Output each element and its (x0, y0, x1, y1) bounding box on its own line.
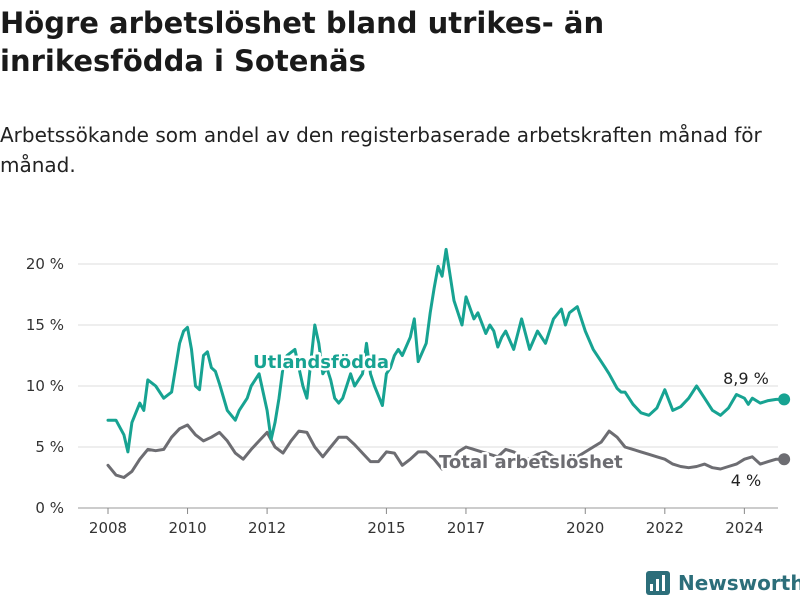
x-tick-label: 2008 (89, 519, 127, 537)
end-label-utlandsfodda: 8,9 % (723, 369, 769, 388)
y-tick-label: 20 % (26, 255, 64, 273)
brand-name: Newsworthy (678, 571, 800, 595)
endpoint-utlandsfodda (778, 393, 791, 406)
x-axis: 2008 2010 2012 2015 2017 2020 2022 2024 (89, 508, 763, 537)
series-label-utlandsfodda-halo: Utlandsfödda (253, 352, 389, 373)
series-line-utlandsfodda (106, 247, 786, 454)
x-tick-label: 2010 (168, 519, 206, 537)
series-layer (106, 247, 791, 479)
series-line-total (106, 423, 786, 479)
end-label-total: 4 % (731, 471, 761, 490)
x-tick-label: 2015 (367, 519, 405, 537)
series-label-total-halo: Total arbetslöshet (439, 452, 623, 473)
x-tick-label: 2022 (646, 519, 684, 537)
grid-lines (78, 263, 778, 509)
x-tick-label: 2012 (248, 519, 286, 537)
x-tick-label: 2020 (566, 519, 604, 537)
y-tick-label: 5 % (35, 438, 64, 456)
y-axis: 0 % 5 % 10 % 15 % 20 % (26, 255, 64, 517)
series-label-total: Total arbetslöshet (439, 452, 623, 473)
x-tick-label: 2024 (725, 519, 763, 537)
endpoint-total (778, 453, 791, 466)
y-tick-label: 10 % (26, 377, 64, 395)
chart-subtitle: Arbetssökande som andel av den registerb… (0, 123, 762, 177)
series-label-utlandsfodda: Utlandsfödda (253, 352, 389, 373)
y-tick-label: 0 % (35, 499, 64, 517)
y-tick-label: 15 % (26, 316, 64, 334)
brand-logo[interactable]: Newsworthy (646, 568, 800, 598)
newsworthy-logo-icon (646, 571, 670, 595)
chart-title: Högre arbetslöshet bland utrikes- än inr… (0, 6, 605, 78)
x-tick-label: 2017 (447, 519, 485, 537)
